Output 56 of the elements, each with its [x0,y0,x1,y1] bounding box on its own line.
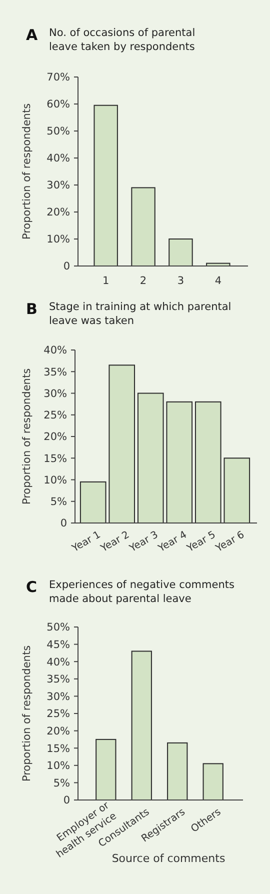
y-tick-label: 20% [44,431,68,444]
y-tick-label: 40% [44,344,68,357]
y-tick-label: 0 [63,260,70,273]
y-tick-label: 40% [46,656,70,668]
bar [131,650,152,800]
bar [80,481,106,524]
y-tick-label: 50% [46,126,70,138]
bar [194,401,222,524]
chart-title: Stage in training at which parental leave was taken [49,301,232,327]
y-tick-label: 5% [53,777,70,790]
x-axis-title: Source of comments [112,852,226,865]
y-tick-label: 30% [44,388,68,400]
y-tick-label: 0 [60,518,67,530]
y-tick-label: 0 [63,794,70,807]
y-tick-label: 25% [46,708,70,720]
bar [168,238,193,266]
y-tick-label: 60% [46,98,70,111]
bar [224,458,250,524]
y-tick-label: 20% [46,725,70,738]
bar [166,401,193,524]
y-tick-label: 20% [46,206,70,219]
y-axis-title: Proportion of respondents [21,368,33,505]
bar [137,392,164,524]
x-tick-label: 3 [177,275,184,287]
y-tick-label: 30% [46,180,70,192]
text: C [26,578,38,596]
x-tick-label: 1 [102,275,110,287]
y-tick-label: 30% [46,690,70,703]
y-axis-title: Proportion of respondents [21,103,33,240]
y-tick-label: 5% [50,496,68,508]
bar [108,364,136,524]
y-tick-label: 35% [44,366,68,378]
x-tick-label: 2 [140,275,147,287]
chart-title: No. of occasions of parental leave taken by respondents [49,27,196,53]
y-tick-label: 35% [46,674,70,686]
text: B [26,300,38,318]
y-tick-label: 15% [44,452,68,465]
y-tick-label: 70% [46,72,70,84]
bar [94,104,118,266]
y-tick-label: 10% [44,474,68,486]
y-tick-label: 50% [46,622,70,634]
x-tick-label: 4 [214,275,222,287]
y-axis-title: Proportion of respondents [21,645,33,782]
bar [167,742,188,800]
y-tick-label: 40% [46,152,70,165]
bar [96,738,116,800]
x-tick-label: Year 6 [213,530,246,555]
chart-title: Experiences of negative comments made about parental leave [49,579,234,605]
y-tick-label: 10% [46,234,70,246]
y-tick-label: 10% [46,760,70,772]
y-tick-label: 25% [44,410,68,422]
bar [202,763,224,800]
bar [131,187,156,266]
y-tick-label: 45% [46,638,70,651]
text: A [26,26,38,44]
y-tick-label: 15% [46,742,70,755]
